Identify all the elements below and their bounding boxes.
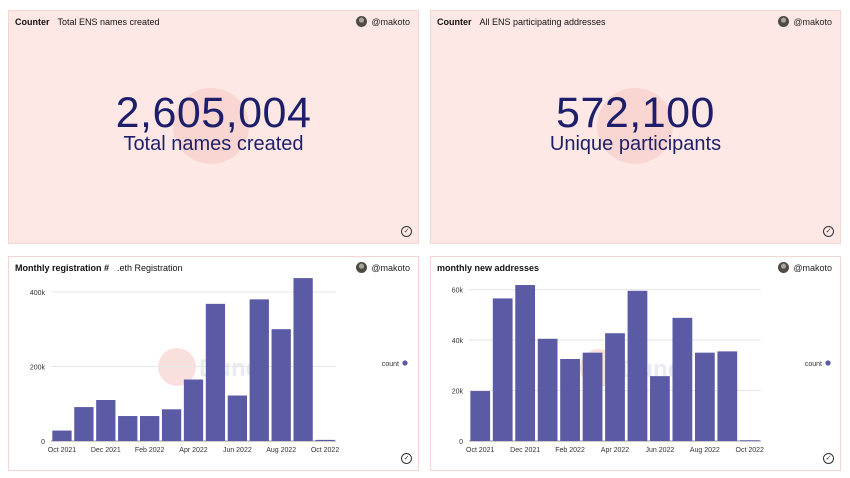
check-circle-icon: ✓ — [401, 226, 412, 237]
author-name: @makoto — [371, 16, 410, 27]
bar[interactable] — [672, 317, 693, 441]
avatar — [356, 16, 368, 27]
x-tick-label: Apr 2022 — [601, 447, 630, 454]
legend-label: count — [805, 361, 822, 368]
bar[interactable] — [249, 299, 269, 441]
x-tick-label: Feb 2022 — [555, 447, 585, 454]
author-link[interactable]: @makoto — [356, 16, 410, 27]
y-tick-label: 0 — [459, 439, 463, 446]
bar[interactable] — [52, 430, 72, 441]
author-link[interactable]: @makoto — [778, 16, 832, 27]
x-tick-label: Feb 2022 — [135, 447, 165, 454]
x-tick-label: Aug 2022 — [690, 447, 720, 454]
legend-swatch — [825, 360, 831, 366]
bar[interactable] — [582, 352, 603, 441]
panel-kind: Counter — [15, 17, 50, 27]
panel-title: All ENS participating addresses — [479, 17, 606, 27]
counter-value: 2,605,004 — [115, 89, 312, 137]
x-tick-label: Oct 2022 — [311, 447, 340, 454]
bar[interactable] — [470, 391, 491, 441]
author-name: @makoto — [371, 262, 410, 273]
counter-label: Total names created — [123, 133, 304, 155]
author-link[interactable]: @makoto — [778, 262, 832, 273]
x-tick-label: Oct 2021 — [48, 447, 77, 454]
bar[interactable] — [183, 379, 204, 442]
bar[interactable] — [74, 407, 94, 441]
y-tick-label: 20k — [452, 389, 464, 396]
bar[interactable] — [739, 440, 760, 442]
bar[interactable] — [605, 333, 625, 441]
bar[interactable] — [650, 376, 670, 441]
counter-value: 572,100 — [556, 89, 715, 137]
bar[interactable] — [271, 329, 291, 441]
check-circle-icon: ✓ — [401, 453, 412, 464]
bar[interactable] — [694, 352, 715, 441]
bar[interactable] — [515, 285, 536, 441]
bar[interactable] — [161, 409, 182, 441]
bar[interactable] — [492, 298, 513, 441]
y-tick-label: 60k — [452, 288, 464, 295]
bar[interactable] — [293, 278, 313, 441]
bar[interactable] — [118, 416, 138, 441]
counter-panel-unique-participants: Counter All ENS participating addresses @… — [430, 10, 841, 244]
author-name: @makoto — [793, 262, 832, 273]
counter-panel-total-names: Counter Total ENS names created @makoto 2… — [8, 10, 419, 244]
avatar — [778, 262, 790, 273]
bar[interactable] — [537, 338, 558, 441]
x-tick-label: Jun 2022 — [646, 447, 675, 454]
avatar — [356, 262, 368, 273]
chart-panel-monthly-registration: Monthly registration # .eth Registration … — [8, 256, 419, 471]
panel-header: Monthly registration # .eth Registration — [15, 263, 183, 273]
y-tick-label: 0 — [41, 439, 45, 446]
panel-header: Counter All ENS participating addresses — [437, 17, 606, 27]
avatar — [778, 16, 790, 27]
bar[interactable] — [96, 400, 116, 441]
panel-header: Counter Total ENS names created — [15, 17, 160, 27]
bar[interactable] — [205, 303, 226, 441]
legend-label: count — [382, 361, 399, 368]
y-tick-label: 40k — [452, 338, 464, 345]
panel-title: Total ENS names created — [57, 17, 160, 27]
x-tick-label: Dec 2021 — [91, 447, 121, 454]
bar[interactable] — [717, 351, 738, 441]
legend-swatch — [402, 360, 408, 366]
chart-panel-monthly-new-addresses: monthly new addresses @makoto Dune 0 20k 40… — [430, 256, 841, 471]
x-tick-label: Dec 2021 — [510, 447, 540, 454]
x-tick-label: Oct 2021 — [466, 447, 495, 454]
watermark-logo — [173, 88, 249, 164]
panel-header: monthly new addresses — [437, 263, 547, 273]
y-tick-label: 400k — [30, 290, 46, 297]
counter-label: Unique participants — [549, 133, 722, 155]
y-tick-label: 200k — [30, 364, 46, 371]
x-tick-label: Oct 2022 — [736, 447, 765, 454]
author-name: @makoto — [793, 16, 832, 27]
author-link[interactable]: @makoto — [356, 262, 410, 273]
bar[interactable] — [315, 439, 335, 441]
bar[interactable] — [627, 290, 648, 441]
bar[interactable] — [140, 416, 160, 441]
watermark-logo — [158, 348, 196, 386]
panel-kind: Counter — [437, 17, 472, 27]
panel-title: Monthly registration # — [15, 263, 110, 273]
check-circle-icon: ✓ — [823, 226, 834, 237]
x-tick-label: Jun 2022 — [223, 447, 252, 454]
check-circle-icon: ✓ — [823, 453, 834, 464]
bar[interactable] — [227, 395, 247, 441]
x-tick-label: Aug 2022 — [266, 447, 296, 454]
panel-subtitle: .eth Registration — [117, 263, 183, 273]
watermark-logo — [597, 88, 673, 164]
x-tick-label: Apr 2022 — [179, 447, 208, 454]
bar[interactable] — [560, 358, 580, 441]
panel-title: monthly new addresses — [437, 263, 540, 273]
